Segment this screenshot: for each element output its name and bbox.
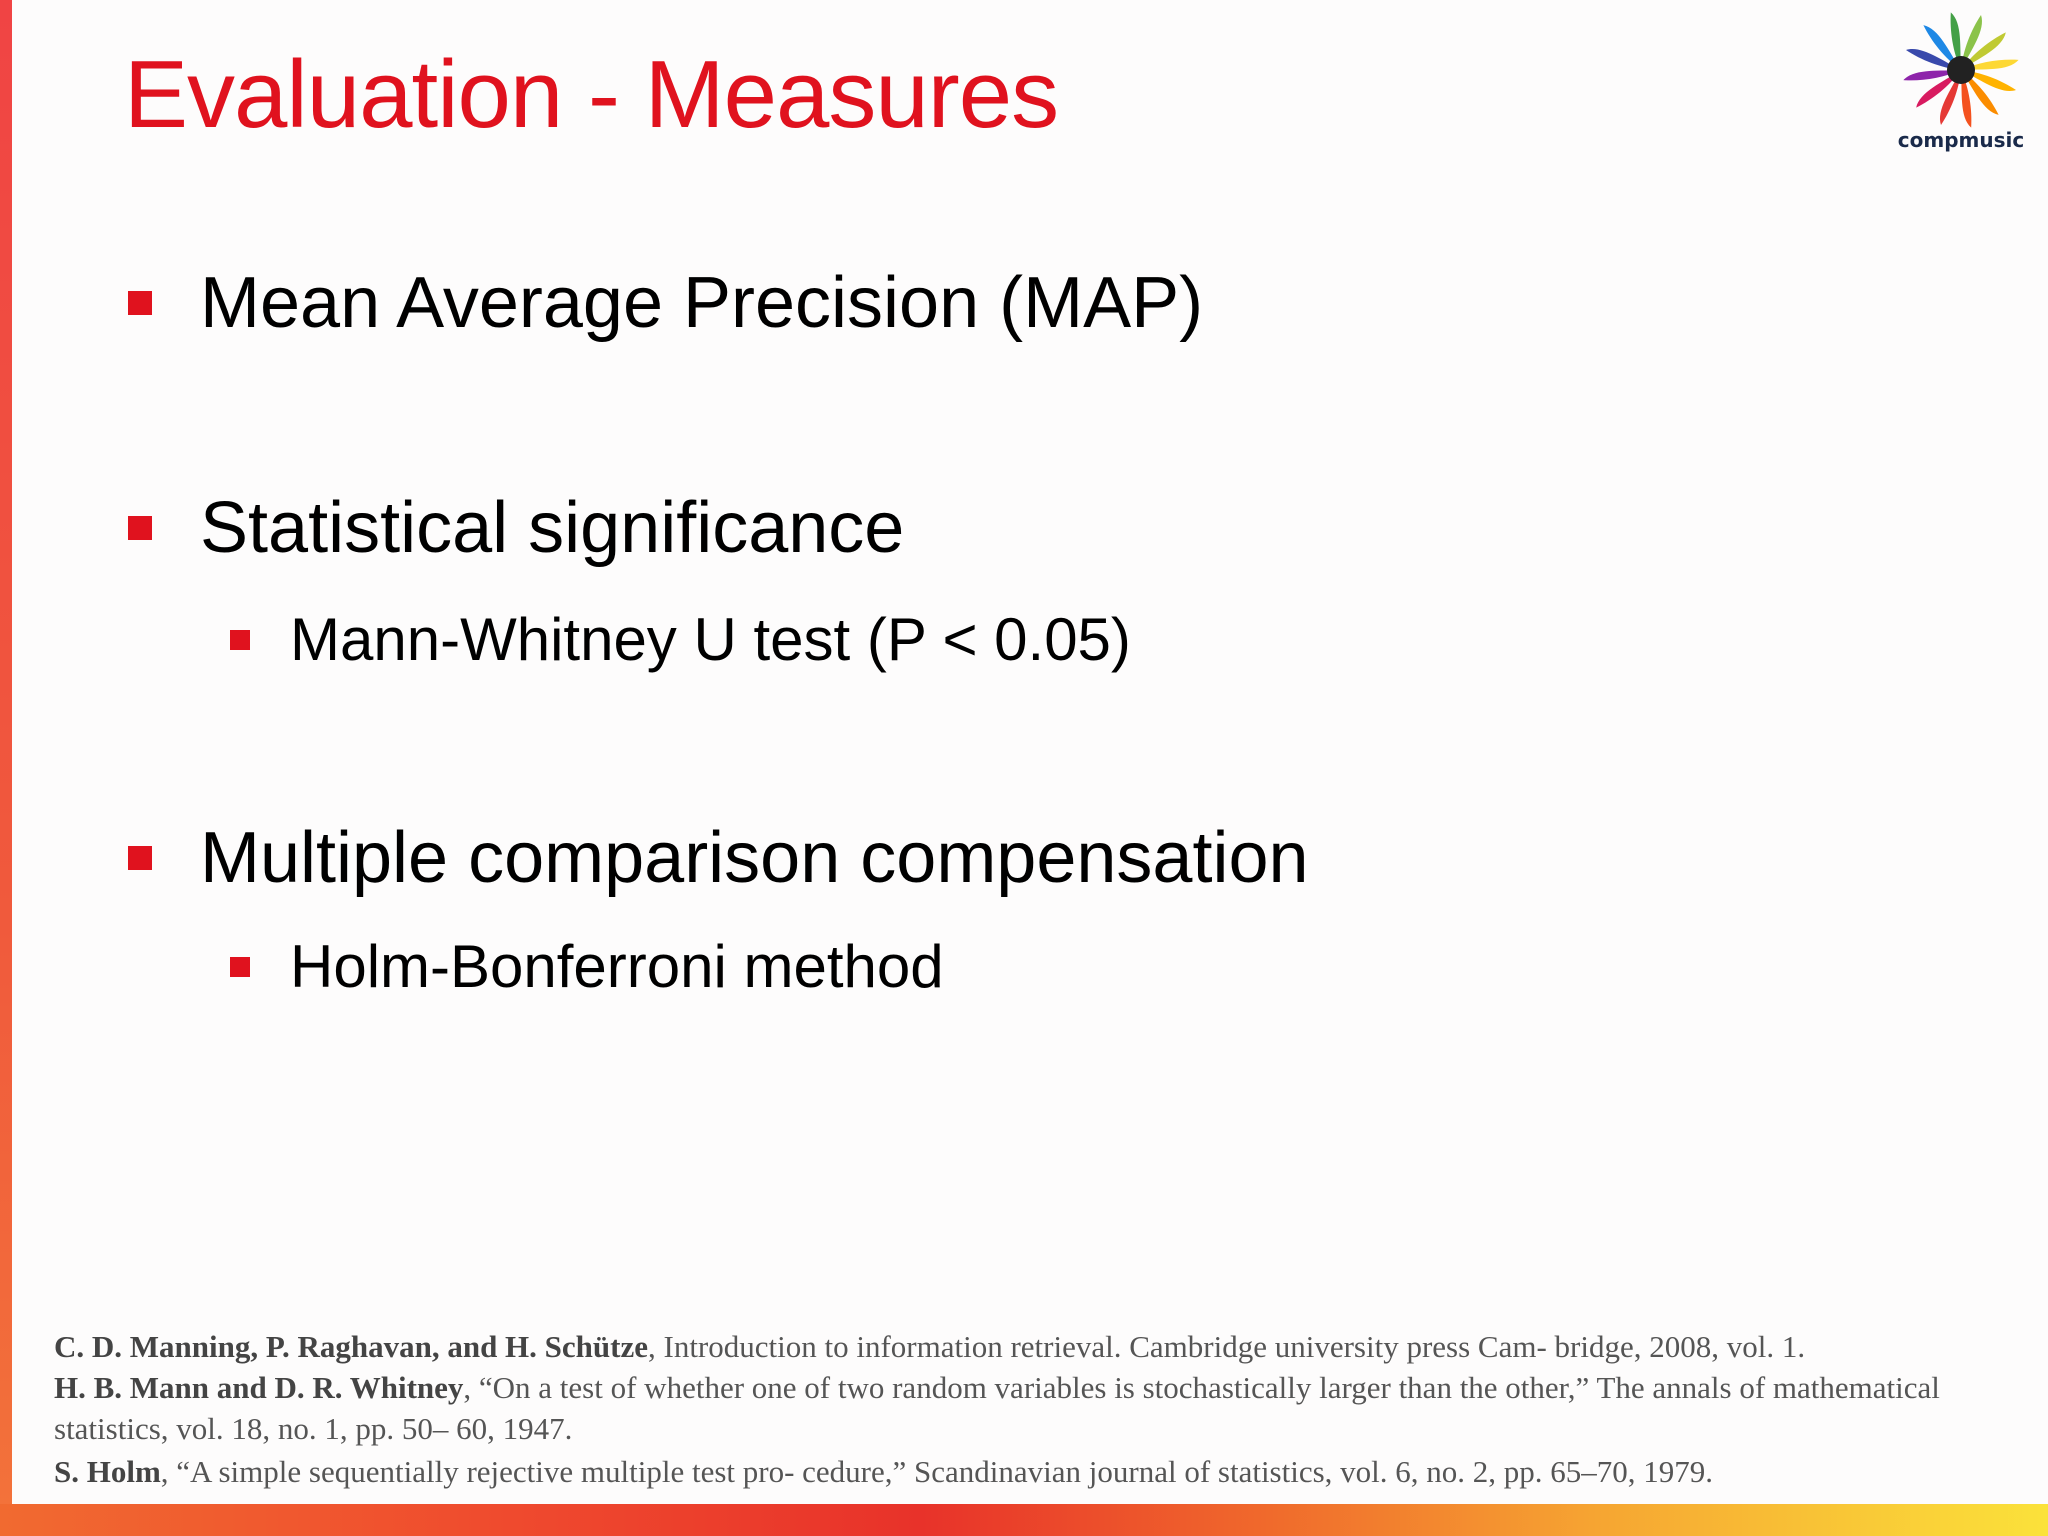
reference-item: C. D. Manning, P. Raghavan, and H. Schü…	[54, 1326, 2014, 1367]
slide-title: Evaluation - Measures	[124, 41, 1059, 148]
bottom-accent-bar	[0, 1504, 2048, 1536]
bullet-text: Mean Average Precision (MAP)	[200, 263, 1204, 343]
reference-authors: C. D. Manning, P. Raghavan, and H. Schü…	[54, 1329, 648, 1364]
bullet-text: Statistical significance	[200, 488, 905, 568]
reference-details: , “A simple sequentially rejective multi…	[160, 1454, 1714, 1489]
reference-authors: H. B. Mann and D. R. Whitney	[54, 1370, 464, 1405]
reference-details: , “On a test of whether one of two rando…	[54, 1370, 1940, 1446]
bullet-square-icon	[128, 516, 152, 540]
compmusic-logo: compmusic	[1896, 10, 2026, 160]
bullet-text: Multiple comparison compensation	[200, 818, 1309, 898]
reference-details: , Introduction to information retrieval.…	[648, 1329, 1806, 1364]
references: C. D. Manning, P. Raghavan, and H. Schü…	[54, 1326, 2014, 1492]
sub-bullet-text: Holm-Bonferroni method	[290, 933, 944, 1000]
bullet-multiple-comparison: Multiple comparison compensation	[128, 817, 1309, 899]
pinwheel-logo-icon	[1903, 12, 2019, 128]
left-accent-bar	[0, 0, 12, 1536]
bullet-map: Mean Average Precision (MAP)	[128, 262, 1203, 344]
reference-authors: S. Holm	[54, 1454, 161, 1489]
logo-text: compmusic	[1897, 128, 2025, 152]
sub-bullet-mann-whitney: Mann-Whitney U test (P < 0.05)	[230, 605, 1131, 674]
bullet-square-icon	[128, 291, 152, 315]
bullet-square-icon	[230, 629, 250, 650]
bullet-statistical-significance: Statistical significance	[128, 487, 904, 569]
reference-item: S. Holm, “A simple sequentially rejectiv…	[54, 1451, 2014, 1492]
sub-bullet-holm-bonferroni: Holm-Bonferroni method	[230, 932, 944, 1001]
bullet-square-icon	[128, 846, 152, 870]
sub-bullet-text: Mann-Whitney U test (P < 0.05)	[290, 606, 1131, 673]
bullet-square-icon	[230, 956, 250, 977]
reference-item: H. B. Mann and D. R. Whitney, “On a test…	[54, 1367, 2014, 1449]
